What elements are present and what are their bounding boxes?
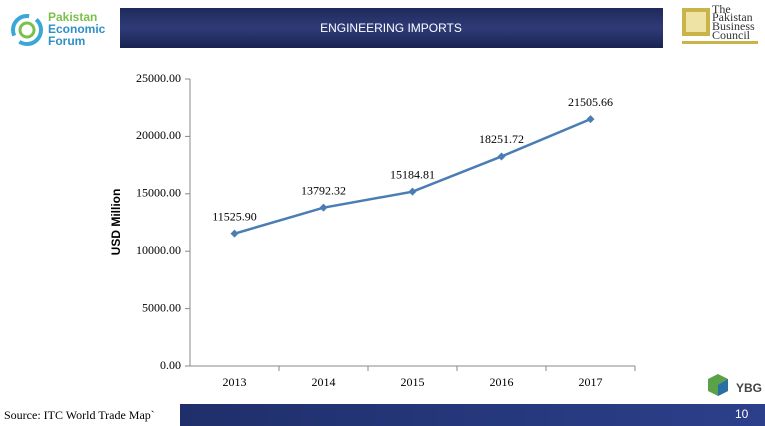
left-logo: Pakistan Economic Forum [11,10,106,48]
chart-title: ENGINEERING IMPORTS [320,21,462,35]
marker [408,187,417,196]
footer-bar [180,404,765,426]
data-label: 21505.66 [568,95,613,109]
bottom-logo: YBG [708,374,762,396]
logo-text: Pakistan [712,10,753,24]
y-tick-label: 15000.00 [136,186,181,200]
y-axis-label: USD Million [109,189,123,256]
data-label: 18251.72 [479,132,524,146]
logo-text: Pakistan [48,10,97,24]
logo-text: Business [712,19,755,33]
x-tick-label: 2017 [579,375,603,389]
marker [497,152,506,161]
data-label: 15184.81 [390,167,435,181]
marker [230,229,239,238]
logo-text: The [712,2,731,16]
y-tick-label: 25000.00 [136,71,181,85]
marker [586,115,595,124]
x-tick-label: 2014 [312,375,336,389]
logo-text: YBG [736,381,762,395]
x-tick-label: 2016 [490,375,514,389]
y-tick-label: 5000.00 [142,300,181,314]
y-tick-label: 0.00 [160,358,181,372]
data-label: 13792.32 [301,183,346,197]
right-logo: The Pakistan Business Council [682,2,758,44]
logo-text: Forum [48,34,85,48]
source-note: Source: ITC World Trade Map` [4,408,155,422]
plot: 0.00 5000.00 10000.00 15000.00 20000.00 25000… [136,71,636,389]
page-number: 10 [735,407,749,421]
logo-text: Economic [48,22,106,36]
x-tick-label: 2013 [223,375,247,389]
x-tick-label: 2015 [401,375,425,389]
logo-text: Council [712,28,751,42]
y-tick-label: 20000.00 [136,128,181,142]
y-tick-label: 10000.00 [136,243,181,257]
marker [319,203,328,212]
data-label: 11525.90 [212,209,257,223]
title-banner [120,8,663,48]
